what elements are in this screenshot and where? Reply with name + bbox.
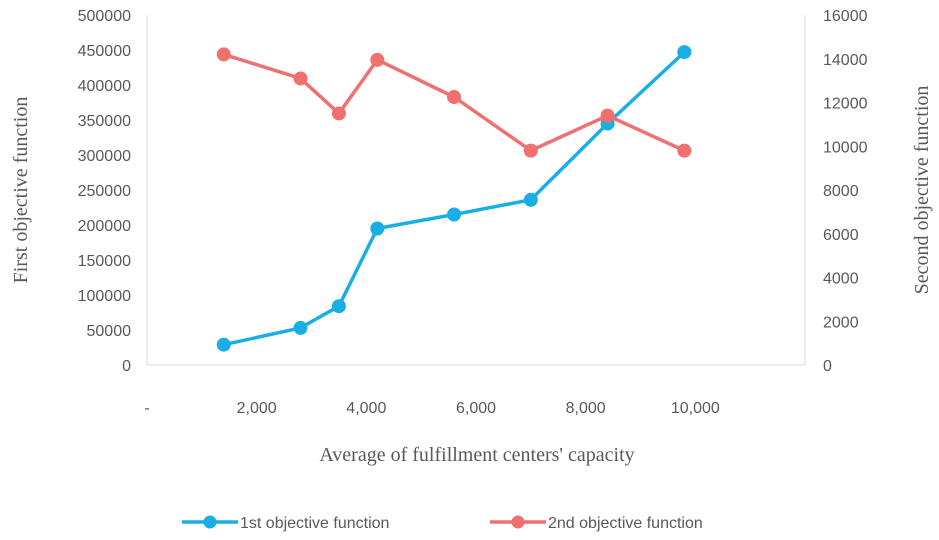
data-point: [293, 71, 308, 86]
data-point: [677, 143, 692, 158]
right-y-tick-label: 12000: [823, 96, 868, 113]
legend-marker: [511, 515, 525, 529]
right-y-tick-label: 16000: [823, 8, 868, 25]
data-point: [600, 108, 615, 123]
x-tick-label: 4,000: [346, 400, 386, 417]
series-line: [222, 50, 687, 347]
left-y-tick-label: 50000: [87, 323, 132, 340]
right-y-axis-title: Second objective function: [911, 86, 933, 295]
left-y-tick-label: 450000: [78, 43, 131, 60]
legend-marker: [203, 515, 217, 529]
series-layer: [216, 45, 692, 352]
right-y-tick-label: 0: [823, 358, 832, 375]
data-point: [331, 299, 346, 314]
right-y-tick-label: 8000: [823, 183, 859, 200]
data-point: [370, 52, 385, 67]
left-y-tick-label: 0: [122, 358, 131, 375]
left-y-tick-label: 400000: [78, 78, 131, 95]
left-y-tick-label: 250000: [78, 183, 131, 200]
left-y-axis-title: First objective function: [10, 97, 32, 284]
right-y-tick-label: 14000: [823, 52, 868, 69]
data-point: [677, 45, 692, 60]
x-tick-label: 8,000: [566, 400, 606, 417]
data-point: [447, 90, 462, 105]
data-point: [293, 320, 308, 335]
data-point: [523, 192, 538, 207]
left-y-tick-label: 150000: [78, 253, 131, 270]
plot-area: [146, 15, 806, 366]
data-point: [216, 337, 231, 352]
series-line: [222, 52, 687, 153]
x-tick-labels: - 2,000 4,000 6,000 8,000 10,000: [144, 400, 720, 417]
data-point: [216, 47, 231, 62]
x-tick-label: 10,000: [671, 400, 720, 417]
x-tick-label: 6,000: [456, 400, 496, 417]
right-y-tick-labels: 0 2000 4000 6000 8000 10000 12000 14000 16000: [823, 8, 868, 375]
right-y-tick-label: 6000: [823, 227, 859, 244]
left-y-tick-label: 500000: [78, 8, 131, 25]
left-y-tick-label: 300000: [78, 148, 131, 165]
legend-label: 1st objective function: [240, 515, 389, 532]
x-axis-title: Average of fulfillment centers' capacity: [319, 444, 634, 466]
x-tick-label: 2,000: [237, 400, 277, 417]
x-tick-label: -: [144, 400, 149, 417]
legend: 1st objective function 2nd objective func…: [182, 515, 703, 532]
left-y-tick-labels: 0 50000 100000 150000 200000 250000 300000 3500…: [78, 8, 131, 375]
left-y-tick-label: 200000: [78, 218, 131, 235]
legend-label: 2nd objective function: [548, 515, 703, 532]
data-point: [447, 207, 462, 222]
left-y-tick-label: 350000: [78, 113, 131, 130]
series-2: [216, 47, 692, 158]
right-y-tick-label: 10000: [823, 139, 868, 156]
right-y-tick-label: 4000: [823, 271, 859, 288]
right-y-tick-label: 2000: [823, 314, 859, 331]
left-y-tick-label: 100000: [78, 288, 131, 305]
data-point: [331, 106, 346, 121]
data-point: [370, 221, 385, 236]
data-point: [523, 143, 538, 158]
